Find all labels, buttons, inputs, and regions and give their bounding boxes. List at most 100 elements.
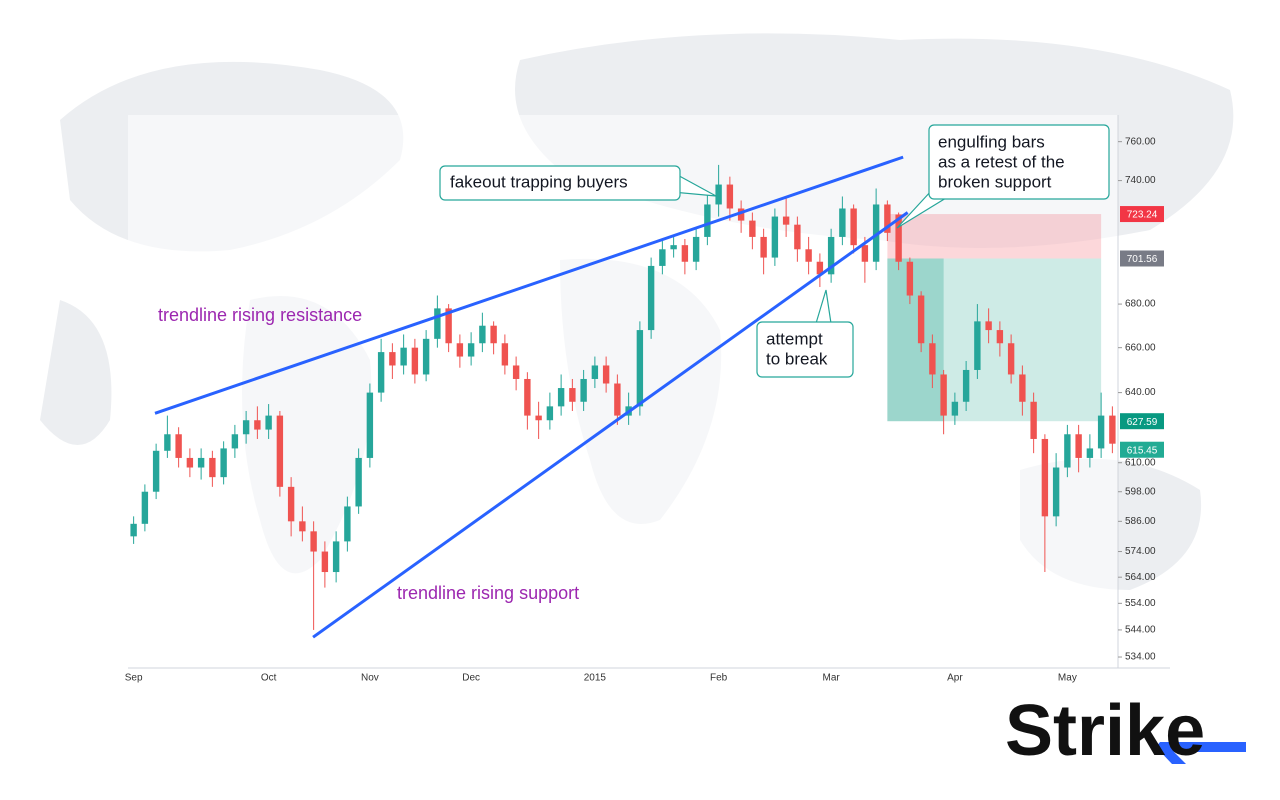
candle-body (321, 551, 329, 573)
callout-text: attempt (766, 329, 823, 348)
callout-text: to break (766, 349, 828, 368)
candle-body (524, 378, 531, 416)
candle-body (917, 295, 925, 344)
y-tick-label: 598.00 (1125, 486, 1156, 497)
candle-body (377, 352, 385, 393)
candle-body (445, 308, 452, 344)
candle-body (872, 204, 880, 262)
candle-body (647, 265, 655, 331)
candle-body (659, 249, 666, 266)
candle-body (996, 330, 1004, 344)
candle-body (141, 491, 149, 524)
callout-text: engulfing bars (938, 132, 1045, 151)
candle-body (479, 325, 486, 344)
candle-body (557, 388, 565, 407)
candle-body (197, 457, 205, 468)
candle-body (1007, 343, 1015, 375)
candle-body (861, 245, 869, 262)
plot-area (128, 115, 1118, 668)
candle-body (265, 415, 272, 430)
y-tick-label: 586.00 (1125, 516, 1156, 527)
candle-body (884, 204, 891, 233)
trendline-label: trendline rising support (397, 583, 579, 603)
plot: 760.00 740.00 680.00 660.00 640.00 610.00 598.… (125, 115, 1170, 684)
candle-body (681, 245, 689, 262)
price-label: 723.24 (1127, 210, 1158, 221)
candle-body (636, 330, 644, 407)
candle-body (535, 415, 542, 421)
brand-logo: Strike (1005, 691, 1246, 771)
price-label: 627.59 (1127, 417, 1158, 428)
candle-body (614, 383, 621, 416)
y-tick-label: 574.00 (1125, 546, 1156, 557)
candle-body (985, 321, 992, 331)
callout-fakeout: fakeout trapping buyers (439, 165, 717, 201)
price-label: 615.45 (1127, 445, 1158, 456)
trendline-label: trendline rising resistance (158, 305, 362, 325)
y-tick-label: 534.00 (1125, 652, 1156, 663)
candle-body (951, 401, 959, 416)
candle-body (929, 343, 936, 375)
held-zone (887, 258, 944, 422)
callout-text: as a retest of the (938, 152, 1065, 171)
x-tick-label: Apr (947, 673, 963, 684)
candle-body (344, 506, 351, 542)
candle-body (782, 216, 790, 225)
candle-body (186, 457, 194, 468)
candle-body (209, 457, 216, 478)
y-tick-label: 544.00 (1125, 625, 1156, 636)
callout-text: fakeout trapping buyers (450, 172, 628, 191)
candle-body (332, 541, 340, 573)
candle-body (366, 392, 374, 458)
candle-body (1030, 401, 1037, 439)
candle-body (501, 343, 509, 366)
candle-body (1064, 434, 1071, 468)
candle-body (1075, 434, 1082, 458)
x-tick-label: Mar (823, 673, 841, 684)
y-tick-label: 760.00 (1125, 136, 1156, 147)
brand-text: Strike (1005, 691, 1205, 771)
callouts: fakeout trapping buyers engulfing bars a… (439, 124, 1110, 378)
candle-body (805, 249, 812, 262)
x-tick-label: Feb (710, 673, 728, 684)
candle-body (355, 457, 362, 507)
candle-body (794, 224, 801, 250)
callout-engulfing: engulfing bars as a retest of the broken… (896, 124, 1110, 229)
candle-body (490, 325, 497, 344)
candle-body (276, 415, 284, 487)
candle-body (1097, 415, 1105, 449)
y-tick-label: 640.00 (1125, 387, 1156, 398)
x-tick-label: 2015 (584, 673, 607, 684)
candle-body (434, 308, 441, 339)
y-tick-label: 680.00 (1125, 299, 1156, 310)
candle-body (231, 434, 239, 449)
candle-body (704, 204, 711, 237)
candle-body (152, 450, 160, 492)
candle-body (310, 531, 317, 552)
trendline (312, 211, 909, 639)
candle-body (389, 352, 396, 366)
x-tick-label: Oct (261, 673, 277, 684)
candle-body (715, 184, 722, 205)
y-tick-label: 660.00 (1125, 342, 1156, 353)
candle-body (602, 365, 610, 384)
candle-body (591, 365, 599, 379)
candle-body (456, 343, 464, 357)
candle-body (287, 486, 295, 522)
candle-body (175, 434, 182, 458)
candle-body (254, 420, 261, 430)
candle-body (400, 347, 407, 366)
x-tick-label: May (1058, 673, 1077, 684)
candle-body (940, 374, 947, 416)
candle-body (220, 448, 227, 478)
candle-body (895, 214, 902, 262)
candle-body (1019, 374, 1026, 402)
x-tick-label: Dec (462, 673, 480, 684)
candle-body (726, 184, 734, 209)
candle-body (771, 216, 779, 258)
candle-body (1041, 438, 1049, 517)
candle-body (580, 378, 587, 402)
candle-body (164, 434, 171, 451)
stop-zone (887, 214, 1102, 259)
